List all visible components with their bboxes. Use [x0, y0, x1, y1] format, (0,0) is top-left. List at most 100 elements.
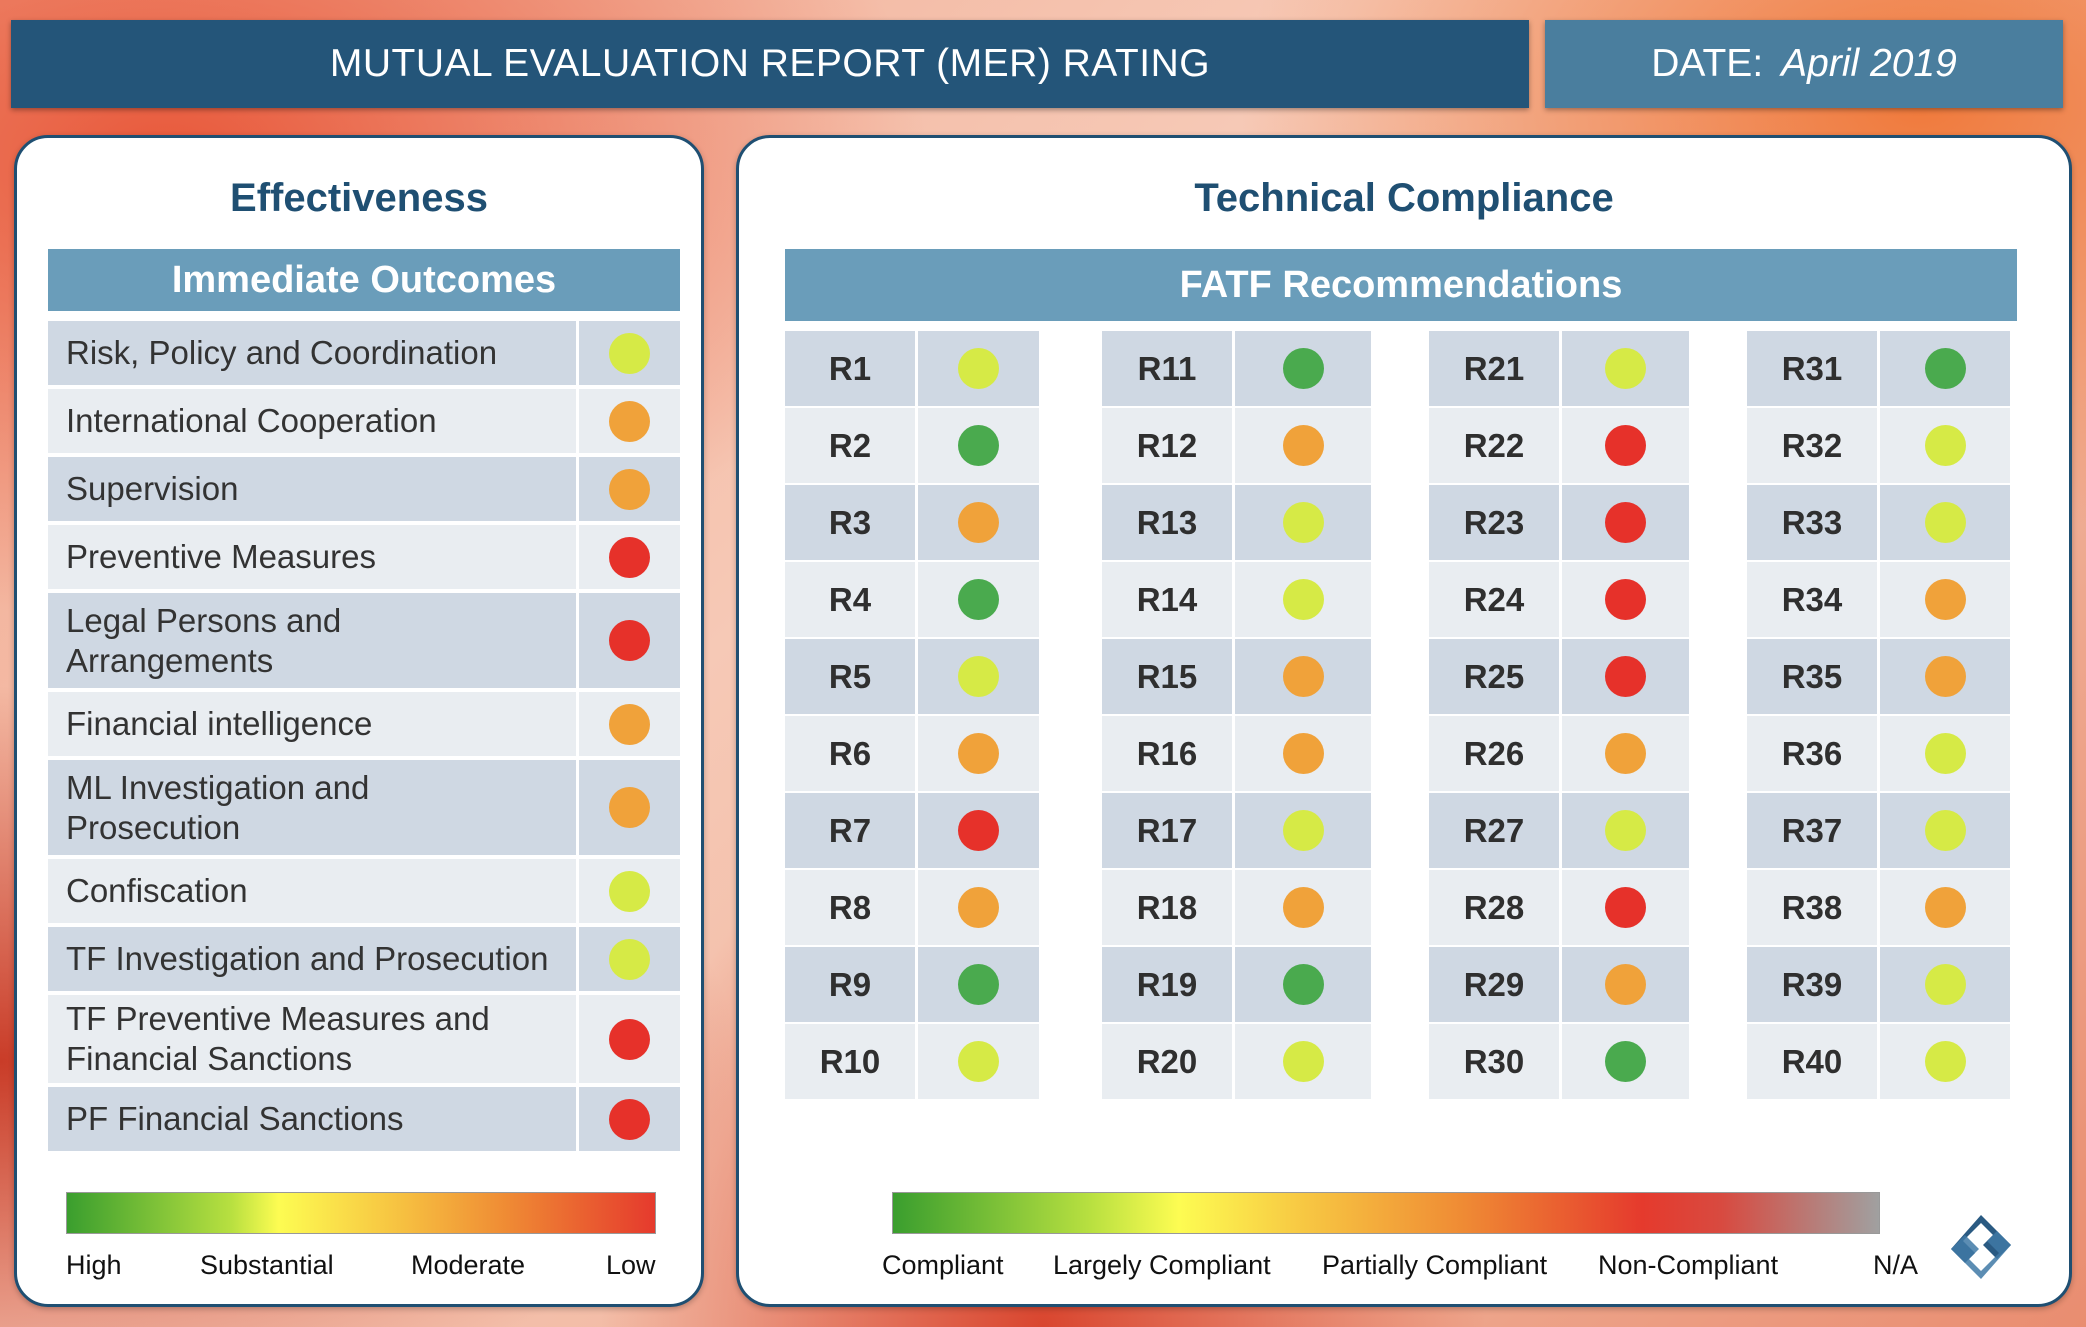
rating-dot-substantial: [609, 332, 650, 374]
rating-dot-moderate: [609, 400, 650, 442]
rating-dot-moderate: [958, 502, 999, 543]
rating-dot-low: [609, 536, 650, 578]
recommendation-label: R30: [1429, 1024, 1559, 1099]
recommendation-rating-cell: [1880, 793, 2010, 868]
rating-dot-low: [1605, 425, 1646, 466]
recommendation-rating-cell: [1562, 408, 1689, 483]
recommendation-rating-cell: [1235, 1024, 1371, 1099]
rating-dot-substantial: [1282, 502, 1324, 543]
rating-dot-moderate: [1924, 656, 1966, 697]
recommendation-label: R40: [1747, 1024, 1877, 1099]
outcome-label: Financial intelligence: [48, 692, 576, 756]
rating-dot-high: [958, 425, 999, 466]
compliance-rating-scale: [892, 1192, 1880, 1234]
scale-label-na: N/A: [1873, 1250, 1919, 1280]
report-title: MUTUAL EVALUATION REPORT (MER) RATING: [329, 42, 1211, 85]
outcome-rating-cell: [579, 389, 680, 453]
outcome-rating-cell: [579, 995, 680, 1083]
outcome-label: TF Preventive Measures and Financial San…: [48, 995, 576, 1083]
scale-label-high: High: [66, 1250, 122, 1280]
recommendation-label: R19: [1102, 947, 1232, 1022]
outcome-label: Supervision: [48, 457, 576, 521]
outcome-rating-cell: [579, 692, 680, 756]
rating-dot-moderate: [1282, 887, 1324, 928]
effectiveness-panel: Effectiveness Immediate Outcomes Risk, P…: [14, 135, 704, 1307]
rating-dot-substantial: [958, 1041, 999, 1082]
rating-dot-low: [1605, 887, 1646, 928]
recommendation-label: R5: [785, 639, 915, 714]
recommendation-label: R12: [1102, 408, 1232, 483]
recommendation-rating-cell: [1235, 793, 1371, 868]
rating-dot-substantial: [1924, 733, 1966, 774]
recommendation-rating-cell: [1562, 331, 1689, 406]
date-label: DATE:: [1651, 42, 1764, 85]
recommendation-rating-cell: [918, 870, 1039, 945]
recommendation-rating-cell: [918, 639, 1039, 714]
rating-dot-moderate: [1282, 656, 1324, 697]
recommendation-rating-cell: [1880, 947, 2010, 1022]
rating-dot-moderate: [1924, 579, 1966, 620]
recommendation-rating-cell: [1562, 793, 1689, 868]
scale-label-partially-compliant: Partially Compliant: [1322, 1250, 1548, 1280]
technical-compliance-panel: Technical Compliance FATF Recommendation…: [736, 135, 2072, 1307]
rating-dot-high: [1282, 964, 1324, 1005]
recommendation-label: R31: [1747, 331, 1877, 406]
rating-dot-substantial: [1924, 425, 1966, 466]
outcome-row: TF Investigation and Prosecution: [48, 927, 680, 991]
effectiveness-rating-scale: [66, 1192, 656, 1234]
recommendation-label: R22: [1429, 408, 1559, 483]
rating-dot-moderate: [1924, 887, 1966, 928]
outcome-rating-cell: [579, 760, 680, 855]
rating-dot-high: [1282, 348, 1324, 389]
recommendation-rating-cell: [1880, 716, 2010, 791]
rating-dot-low: [1605, 579, 1646, 620]
rating-dot-high: [958, 964, 999, 1005]
recommendation-label: R39: [1747, 947, 1877, 1022]
recommendation-rating-cell: [1880, 639, 2010, 714]
recommendation-label: R26: [1429, 716, 1559, 791]
rating-dot-high: [1924, 348, 1966, 389]
recommendation-label: R4: [785, 562, 915, 637]
recommendation-label: R29: [1429, 947, 1559, 1022]
recommendation-label: R16: [1102, 716, 1232, 791]
outcome-row: Supervision: [48, 457, 680, 521]
recommendation-label: R14: [1102, 562, 1232, 637]
recommendation-label: R33: [1747, 485, 1877, 560]
scale-label-moderate: Moderate: [411, 1250, 526, 1280]
recommendation-rating-cell: [1880, 562, 2010, 637]
scale-label-largely-compliant: Largely Compliant: [1053, 1250, 1271, 1280]
recommendation-label: R20: [1102, 1024, 1232, 1099]
rating-dot-low: [609, 1018, 650, 1060]
outcome-row: International Cooperation: [48, 389, 680, 453]
rating-dot-substantial: [1924, 1041, 1966, 1082]
rating-dot-substantial: [1605, 810, 1646, 851]
rating-dot-substantial: [1924, 810, 1966, 851]
rating-dot-substantial: [958, 656, 999, 697]
recommendation-label: R28: [1429, 870, 1559, 945]
fatf-recommendations-header: FATF Recommendations: [785, 249, 2017, 321]
recommendation-label: R34: [1747, 562, 1877, 637]
rating-dot-substantial: [1282, 579, 1324, 620]
rating-dot-substantial: [1924, 502, 1966, 543]
effectiveness-title: Effectiveness: [230, 176, 488, 220]
rating-dot-substantial: [1605, 348, 1646, 389]
outcome-rating-cell: [579, 321, 680, 385]
recommendation-label: R37: [1747, 793, 1877, 868]
recommendation-rating-cell: [1235, 331, 1371, 406]
recommendation-label: R21: [1429, 331, 1559, 406]
recommendation-rating-cell: [1235, 408, 1371, 483]
rating-dot-moderate: [958, 733, 999, 774]
outcome-rating-cell: [579, 593, 680, 688]
recommendation-label: R24: [1429, 562, 1559, 637]
recommendation-rating-cell: [918, 562, 1039, 637]
recommendation-rating-cell: [1235, 562, 1371, 637]
recommendation-label: R17: [1102, 793, 1232, 868]
recommendation-rating-cell: [918, 716, 1039, 791]
outcome-label: TF Investigation and Prosecution: [48, 927, 576, 991]
rating-dot-high: [1605, 1041, 1646, 1082]
rating-dot-moderate: [1605, 733, 1646, 774]
outcome-row: TF Preventive Measures and Financial San…: [48, 995, 680, 1083]
recommendation-rating-cell: [1235, 716, 1371, 791]
outcome-label: Risk, Policy and Coordination: [48, 321, 576, 385]
rating-dot-substantial: [609, 870, 650, 912]
